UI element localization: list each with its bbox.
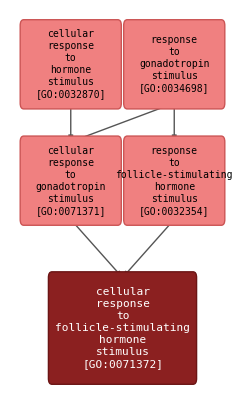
FancyBboxPatch shape: [20, 136, 121, 225]
Text: response
to
gonadotropin
stimulus
[GO:0034698]: response to gonadotropin stimulus [GO:00…: [139, 35, 209, 93]
Text: cellular
response
to
hormone
stimulus
[GO:0032870]: cellular response to hormone stimulus [G…: [36, 29, 106, 99]
Text: response
to
follicle-stimulating
hormone
stimulus
[GO:0032354]: response to follicle-stimulating hormone…: [115, 146, 233, 216]
FancyBboxPatch shape: [124, 136, 225, 225]
FancyBboxPatch shape: [20, 20, 121, 109]
Text: cellular
response
to
gonadotropin
stimulus
[GO:0071371]: cellular response to gonadotropin stimul…: [36, 146, 106, 216]
FancyBboxPatch shape: [124, 20, 225, 109]
FancyBboxPatch shape: [49, 272, 196, 384]
Text: cellular
response
to
follicle-stimulating
hormone
stimulus
[GO:0071372]: cellular response to follicle-stimulatin…: [55, 287, 190, 369]
